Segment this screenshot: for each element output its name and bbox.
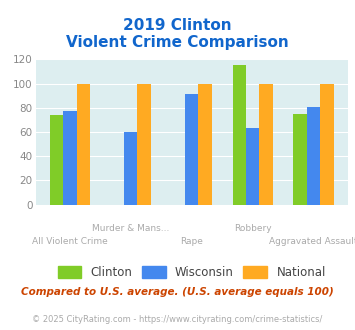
Text: Murder & Mans...: Murder & Mans... bbox=[92, 224, 169, 233]
Text: 2019 Clinton: 2019 Clinton bbox=[123, 18, 232, 33]
Bar bbox=[77, 83, 90, 205]
Bar bbox=[137, 83, 151, 205]
Text: Violent Crime Comparison: Violent Crime Comparison bbox=[66, 35, 289, 50]
Bar bbox=[246, 128, 260, 205]
Text: Robbery: Robbery bbox=[234, 224, 272, 233]
Bar bbox=[233, 65, 246, 205]
Legend: Clinton, Wisconsin, National: Clinton, Wisconsin, National bbox=[58, 266, 326, 279]
Bar bbox=[185, 94, 198, 205]
Bar bbox=[320, 83, 334, 205]
Text: All Violent Crime: All Violent Crime bbox=[32, 237, 108, 246]
Bar bbox=[63, 112, 77, 205]
Bar bbox=[260, 83, 273, 205]
Text: Rape: Rape bbox=[180, 237, 203, 246]
Bar bbox=[124, 132, 137, 205]
Bar bbox=[307, 107, 320, 205]
Text: Compared to U.S. average. (U.S. average equals 100): Compared to U.S. average. (U.S. average … bbox=[21, 287, 334, 297]
Bar bbox=[294, 114, 307, 205]
Text: © 2025 CityRating.com - https://www.cityrating.com/crime-statistics/: © 2025 CityRating.com - https://www.city… bbox=[32, 315, 323, 324]
Bar bbox=[198, 83, 212, 205]
Text: Aggravated Assault: Aggravated Assault bbox=[269, 237, 355, 246]
Bar bbox=[50, 115, 63, 205]
